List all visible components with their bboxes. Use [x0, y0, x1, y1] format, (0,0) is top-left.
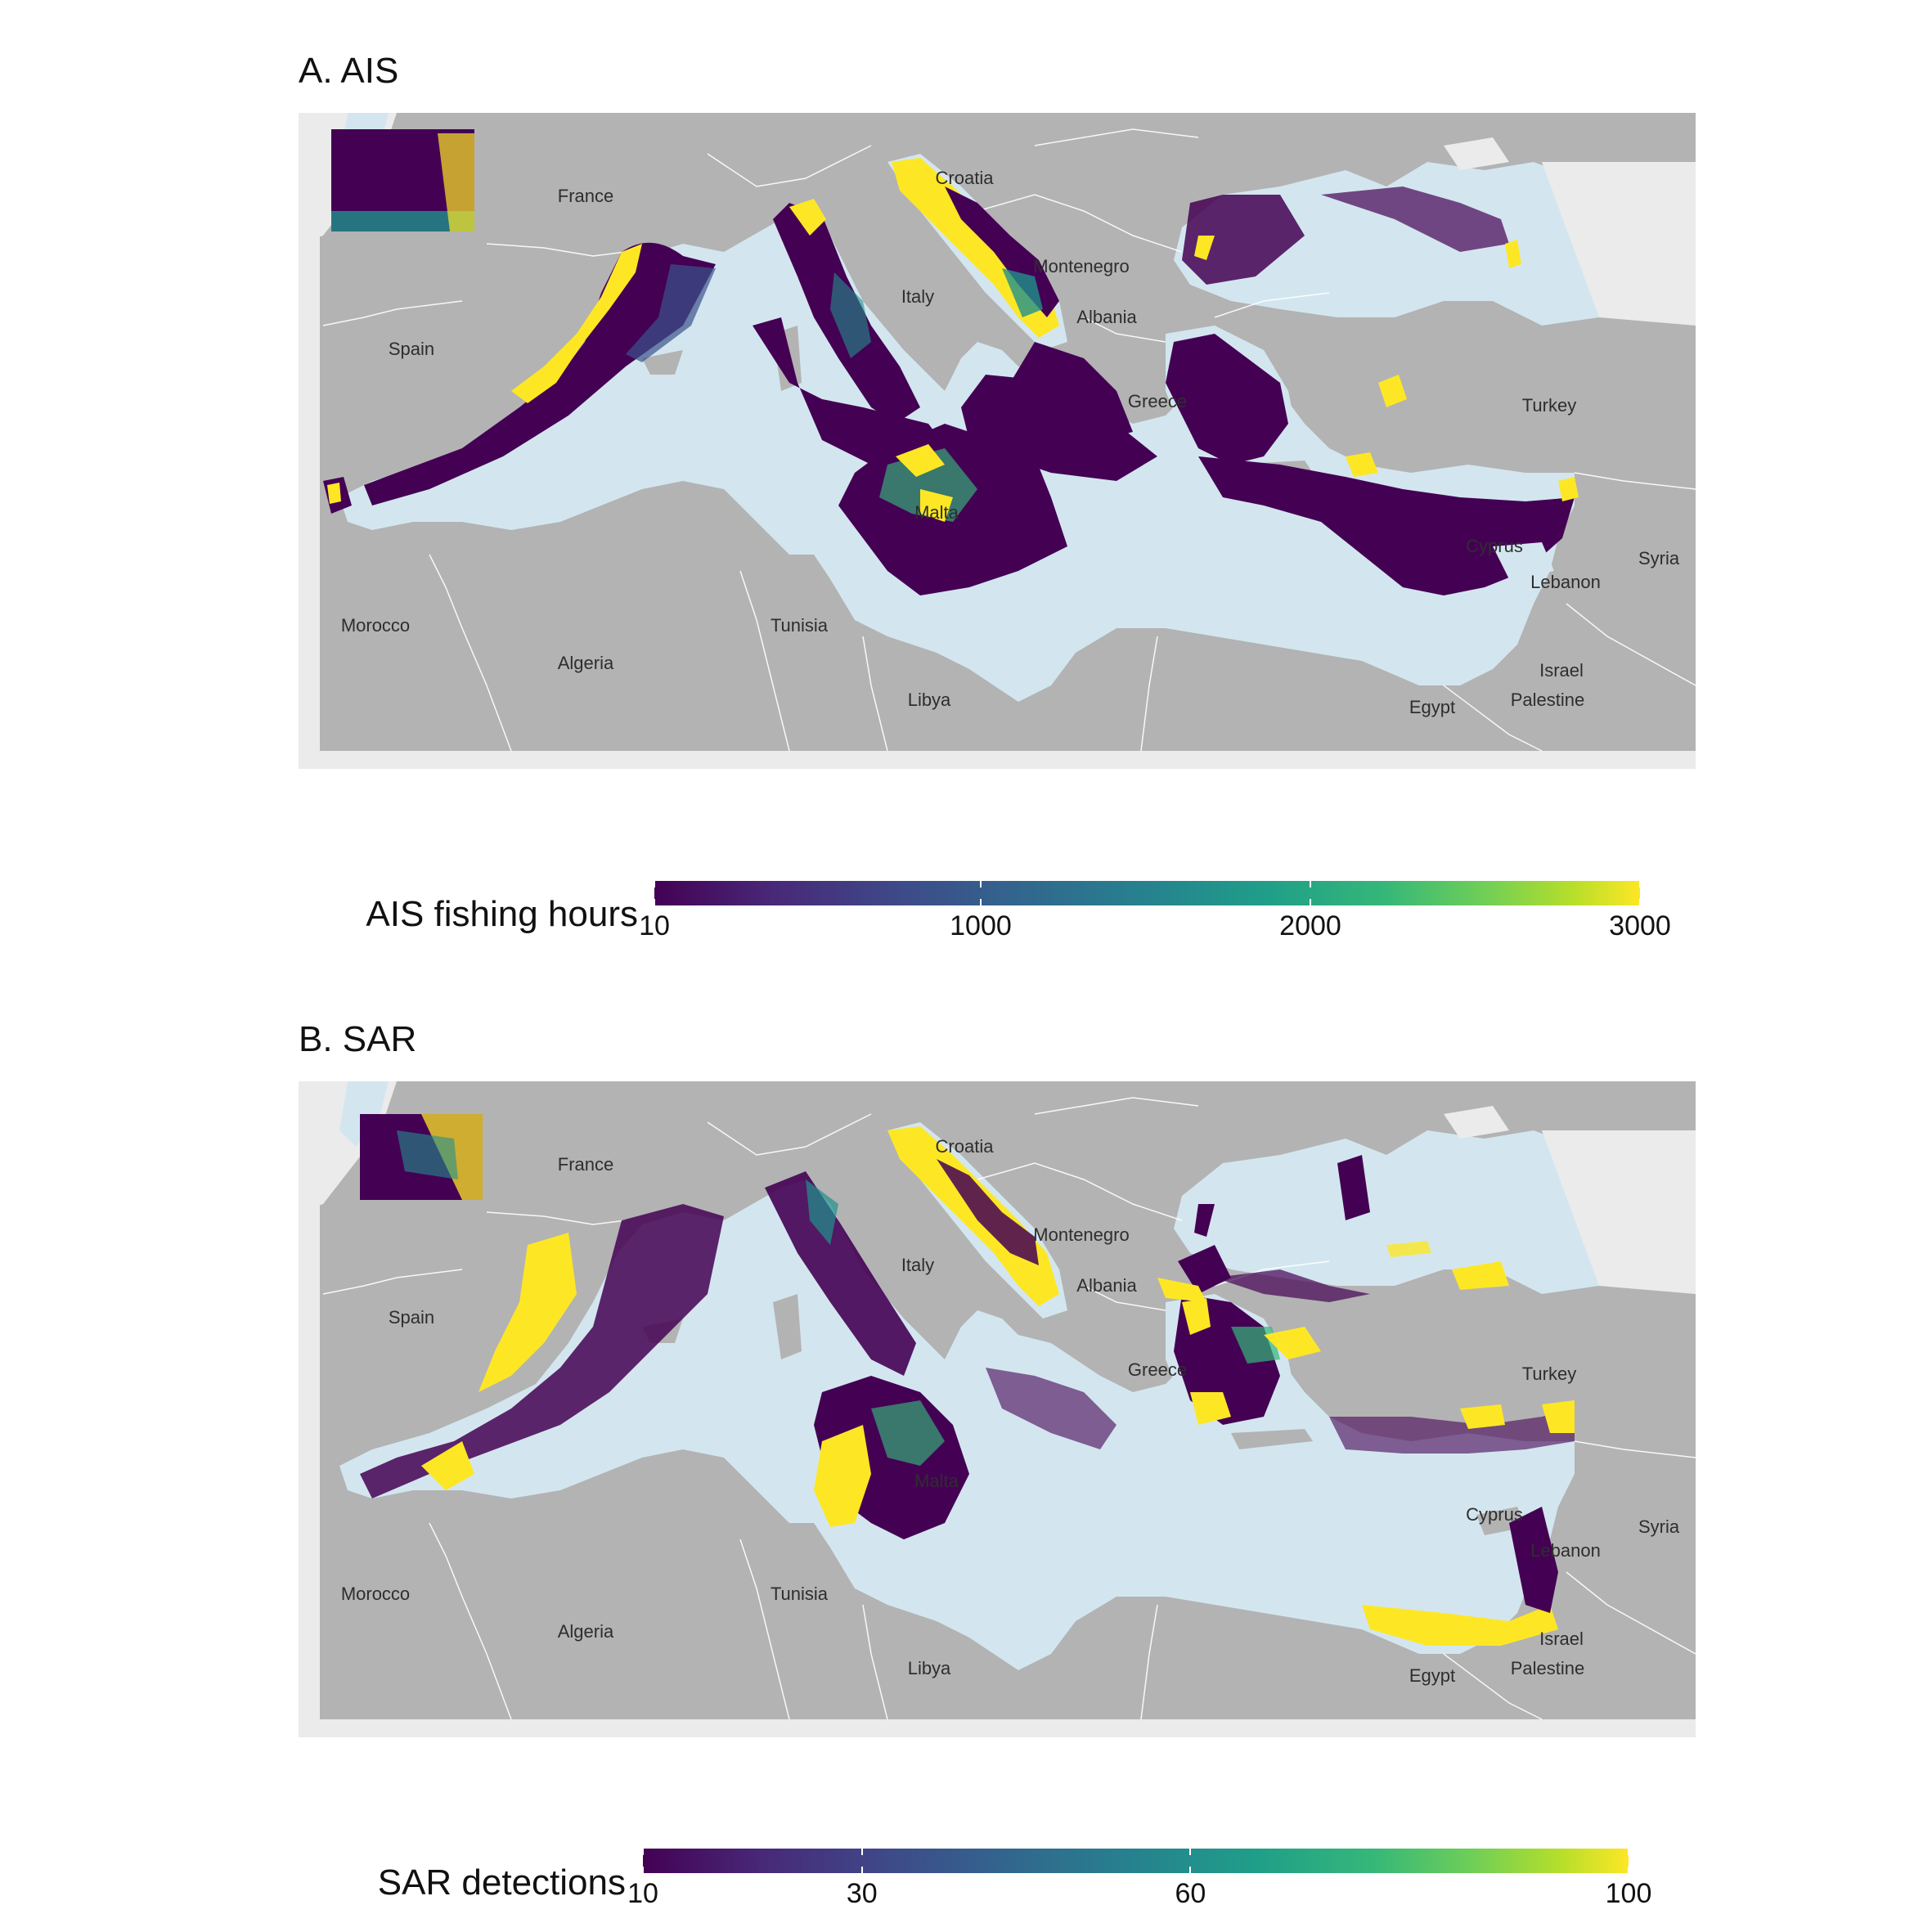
svg-text:Albania: Albania [1076, 307, 1137, 327]
ais-legend-title: AIS fishing hours [366, 894, 638, 934]
colorbar-tick-label: 30 [846, 1878, 878, 1909]
ais-fishing-map: France Spain Italy Croatia Montenegro Al… [299, 113, 1696, 769]
colorbar-tick-label: 2000 [1279, 910, 1341, 941]
svg-text:Albania: Albania [1076, 1275, 1137, 1296]
svg-text:Turkey: Turkey [1522, 1364, 1576, 1384]
svg-text:Spain: Spain [389, 1307, 434, 1328]
svg-text:France: France [558, 186, 613, 206]
svg-text:Malta: Malta [914, 1471, 959, 1491]
svg-text:Croatia: Croatia [936, 168, 995, 188]
colorbar-tick-mark [860, 1849, 863, 1855]
colorbar-tick-mark [642, 1849, 644, 1855]
svg-text:Italy: Italy [901, 1255, 934, 1275]
svg-text:Cyprus: Cyprus [1466, 1504, 1523, 1525]
colorbar-tick-mark [860, 1867, 863, 1873]
svg-text:Israel: Israel [1539, 660, 1584, 681]
svg-text:Libya: Libya [908, 690, 951, 710]
svg-text:Cyprus: Cyprus [1466, 536, 1523, 556]
country-labels: France Spain Italy Croatia Montenegro Al… [341, 168, 1680, 717]
ais-fishing-cells [323, 129, 1579, 595]
colorbar-tick-mark [1628, 1867, 1629, 1873]
colorbar-tick-mark [1189, 1867, 1192, 1873]
svg-text:Palestine: Palestine [1511, 1658, 1585, 1678]
colorbar-tick-mark [1309, 899, 1311, 905]
svg-text:Algeria: Algeria [558, 1621, 614, 1642]
colorbar-tick-mark [1628, 1849, 1629, 1855]
svg-text:Malta: Malta [914, 502, 959, 523]
colorbar-tick-mark [654, 899, 655, 905]
svg-text:Turkey: Turkey [1522, 395, 1576, 416]
sar-detections-map: France Spain Italy Croatia Montenegro Al… [299, 1081, 1696, 1737]
sar-legend-title: SAR detections [377, 1862, 626, 1903]
svg-text:Spain: Spain [389, 339, 434, 359]
svg-text:Israel: Israel [1539, 1629, 1584, 1649]
svg-text:Tunisia: Tunisia [771, 615, 829, 636]
sar-colorbar [643, 1849, 1629, 1873]
svg-text:Egypt: Egypt [1409, 1665, 1455, 1686]
country-labels: France Spain Italy Croatia Montenegro Al… [341, 1136, 1680, 1686]
svg-text:France: France [558, 1154, 613, 1175]
colorbar-tick-label: 10 [639, 910, 670, 941]
svg-text:Croatia: Croatia [936, 1136, 995, 1157]
colorbar-tick-mark [1639, 881, 1641, 887]
svg-text:Algeria: Algeria [558, 653, 614, 673]
sar-detection-cells [360, 1114, 1575, 1646]
colorbar-tick-mark [1639, 899, 1641, 905]
svg-text:Palestine: Palestine [1511, 690, 1585, 710]
colorbar-tick-label: 60 [1175, 1878, 1206, 1909]
svg-text:Libya: Libya [908, 1658, 951, 1678]
panel-a-title: A. AIS [299, 51, 399, 91]
svg-text:Tunisia: Tunisia [771, 1584, 829, 1604]
colorbar-tick-mark [1309, 881, 1311, 887]
colorbar-tick-mark [979, 881, 982, 887]
colorbar-tick-label: 3000 [1609, 910, 1671, 941]
colorbar-tick-label: 100 [1605, 1878, 1652, 1909]
svg-text:Morocco: Morocco [341, 1584, 410, 1604]
colorbar-tick-mark [1189, 1849, 1192, 1855]
panel-b-title: B. SAR [299, 1019, 417, 1059]
colorbar-tick-label: 10 [627, 1878, 658, 1909]
colorbar-tick-label: 1000 [950, 910, 1012, 941]
svg-text:Italy: Italy [901, 286, 934, 307]
colorbar-tick-mark [979, 899, 982, 905]
svg-text:Lebanon: Lebanon [1530, 1540, 1601, 1561]
svg-text:Montenegro: Montenegro [1033, 256, 1129, 276]
ais-colorbar [654, 881, 1640, 905]
svg-text:Montenegro: Montenegro [1033, 1224, 1129, 1245]
svg-text:Greece: Greece [1128, 1359, 1187, 1380]
colorbar-tick-mark [642, 1867, 644, 1873]
svg-text:Syria: Syria [1638, 1516, 1680, 1537]
svg-text:Greece: Greece [1128, 391, 1187, 411]
svg-text:Lebanon: Lebanon [1530, 572, 1601, 592]
svg-text:Morocco: Morocco [341, 615, 410, 636]
colorbar-tick-mark [654, 881, 655, 887]
svg-text:Egypt: Egypt [1409, 697, 1455, 717]
svg-text:Syria: Syria [1638, 548, 1680, 568]
